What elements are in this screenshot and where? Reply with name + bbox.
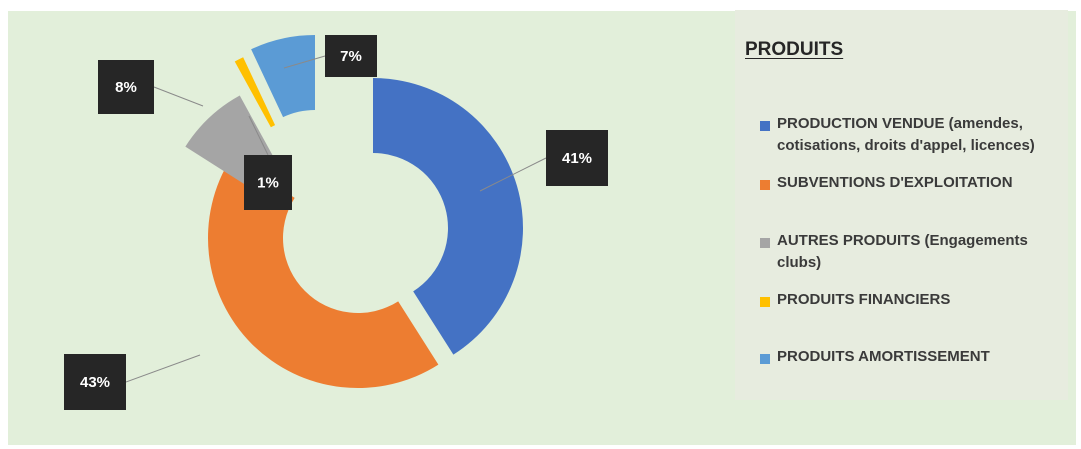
slice-1 bbox=[373, 78, 524, 355]
legend-swatch bbox=[760, 238, 770, 248]
data-label-box bbox=[98, 60, 154, 114]
legend-swatch bbox=[760, 297, 770, 307]
legend-item-1: PRODUCTION VENDUE (amendes, cotisations,… bbox=[760, 115, 1035, 161]
legend-label: PRODUITS AMORTISSEMENT bbox=[777, 348, 990, 365]
data-label-2: 43% bbox=[64, 354, 126, 410]
donut-slices bbox=[185, 35, 524, 389]
data-label-box bbox=[244, 155, 292, 210]
data-label-3: 8% bbox=[98, 60, 154, 114]
data-labels: 41% 43% 8% 1% 7% bbox=[64, 35, 608, 410]
legend-label: SUBVENTIONS D'EXPLOITATION bbox=[777, 174, 1013, 191]
data-label-box bbox=[325, 35, 377, 77]
data-label-box bbox=[64, 354, 126, 410]
legend-swatch bbox=[760, 121, 770, 131]
legend-item-2: SUBVENTIONS D'EXPLOITATION bbox=[760, 174, 1013, 198]
data-label-text: 8% bbox=[115, 79, 137, 96]
legend-swatch bbox=[760, 354, 770, 364]
data-label-1: 41% bbox=[546, 130, 608, 186]
legend-label: AUTRES PRODUITS (Engagements clubs) bbox=[777, 232, 1028, 271]
legend-item-5: PRODUITS AMORTISSEMENT bbox=[760, 348, 990, 372]
legend-item-4: PRODUITS FINANCIERS bbox=[760, 291, 950, 315]
data-label-text: 7% bbox=[340, 48, 362, 65]
leader-line-1 bbox=[479, 157, 547, 192]
legend-label: PRODUCTION VENDUE (amendes, cotisations,… bbox=[777, 115, 1035, 154]
data-label-text: 43% bbox=[80, 374, 110, 391]
slice-4 bbox=[234, 57, 276, 128]
legend-item-3: AUTRES PRODUITS (Engagements clubs) bbox=[760, 232, 1028, 278]
leader-lines bbox=[125, 55, 547, 383]
leader-line-5 bbox=[283, 55, 326, 69]
legend-area bbox=[735, 10, 1068, 400]
data-label-text: 41% bbox=[562, 150, 592, 167]
legend-label: PRODUITS FINANCIERS bbox=[777, 291, 951, 308]
leader-line-4 bbox=[248, 115, 269, 156]
data-label-box bbox=[546, 130, 608, 186]
data-label-5: 7% bbox=[325, 35, 377, 77]
slice-5 bbox=[251, 35, 315, 118]
data-label-4: 1% bbox=[244, 155, 292, 210]
legend-swatch bbox=[760, 180, 770, 190]
slice-2 bbox=[208, 157, 439, 389]
leader-line-2 bbox=[125, 354, 201, 383]
data-label-text: 1% bbox=[257, 175, 279, 192]
legend-title: PRODUITS bbox=[745, 39, 844, 60]
leader-line-3 bbox=[153, 86, 204, 107]
